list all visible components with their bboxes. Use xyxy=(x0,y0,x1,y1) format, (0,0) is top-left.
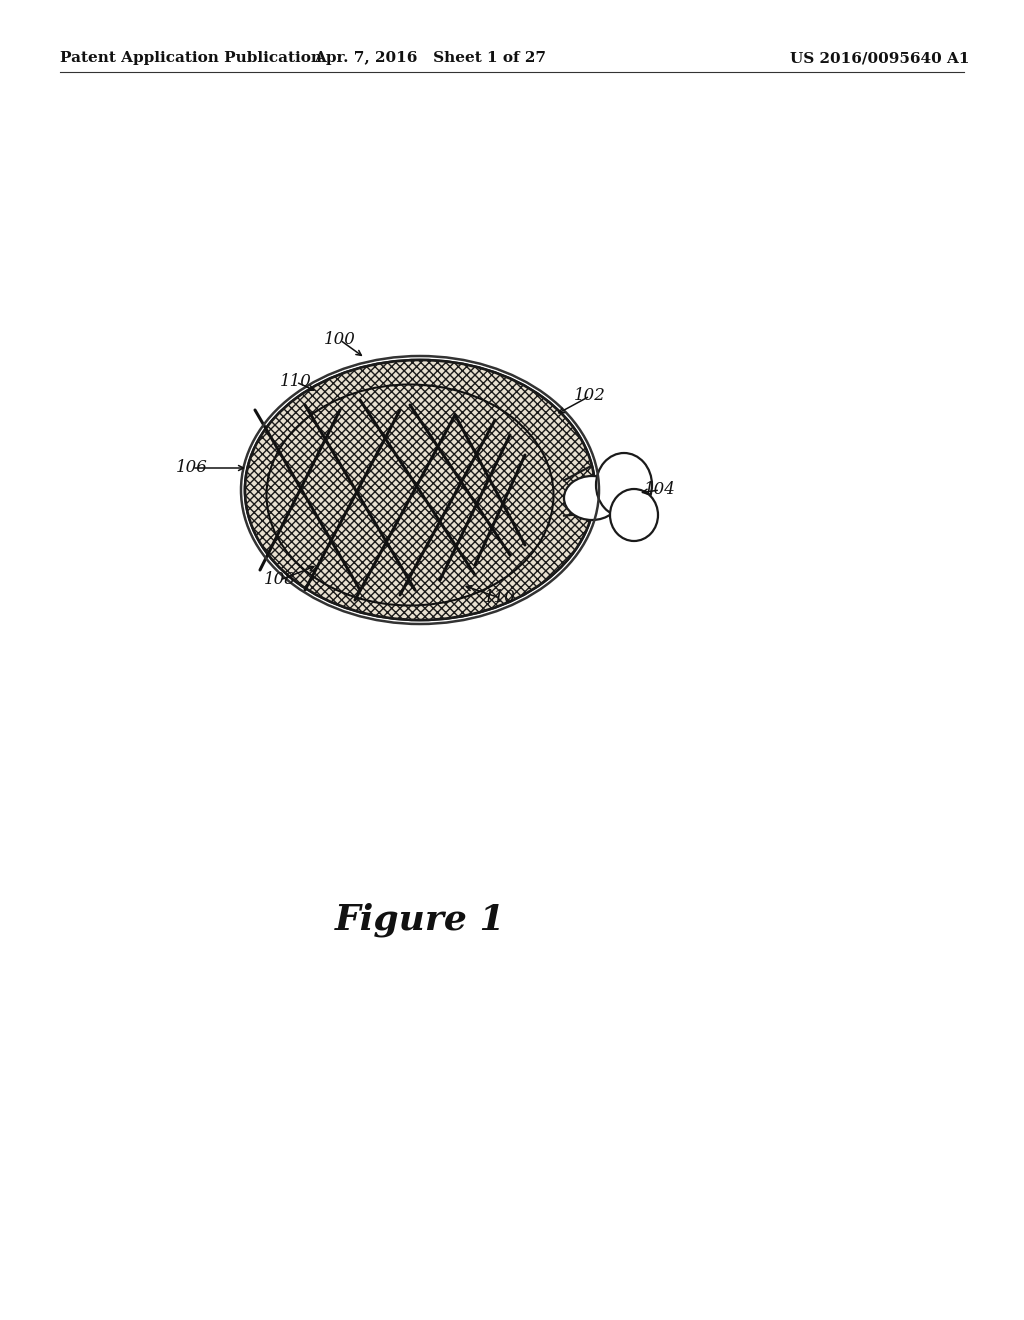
Ellipse shape xyxy=(596,453,652,517)
Text: 110: 110 xyxy=(280,374,312,391)
Text: 108: 108 xyxy=(264,572,296,589)
Text: 102: 102 xyxy=(574,388,606,404)
Ellipse shape xyxy=(245,360,595,620)
Text: 106: 106 xyxy=(176,459,208,477)
Text: 110: 110 xyxy=(484,590,516,606)
Ellipse shape xyxy=(564,477,620,520)
Text: US 2016/0095640 A1: US 2016/0095640 A1 xyxy=(790,51,970,65)
Text: Patent Application Publication: Patent Application Publication xyxy=(60,51,322,65)
Text: Apr. 7, 2016   Sheet 1 of 27: Apr. 7, 2016 Sheet 1 of 27 xyxy=(314,51,546,65)
Ellipse shape xyxy=(610,488,658,541)
Ellipse shape xyxy=(245,360,595,620)
Text: 100: 100 xyxy=(324,331,356,348)
Text: 104: 104 xyxy=(644,482,676,499)
Text: Figure 1: Figure 1 xyxy=(335,903,505,937)
